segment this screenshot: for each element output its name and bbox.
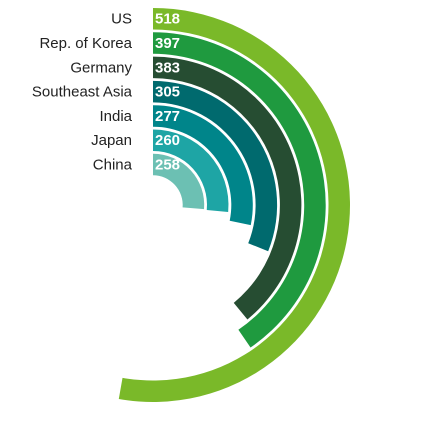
radial-bar <box>153 153 205 210</box>
radial-bar <box>153 129 229 213</box>
value-label: 260 <box>155 132 180 149</box>
category-label: US <box>111 11 132 28</box>
radial-bar <box>153 56 302 320</box>
category-label: Southeast Asia <box>32 84 133 101</box>
radial-bar <box>153 105 253 226</box>
category-label: Rep. of Korea <box>39 35 132 52</box>
value-label: 397 <box>155 35 180 52</box>
value-label: 258 <box>155 157 180 174</box>
category-label: China <box>93 157 133 174</box>
value-label: 277 <box>155 108 180 125</box>
category-label: India <box>99 108 132 125</box>
category-label: Germany <box>70 59 132 76</box>
radial-bar <box>153 80 278 252</box>
value-label: 518 <box>155 11 180 28</box>
category-label: Japan <box>91 132 132 149</box>
radial-bar <box>153 32 326 348</box>
value-label: 305 <box>155 84 180 101</box>
value-label: 383 <box>155 59 180 76</box>
